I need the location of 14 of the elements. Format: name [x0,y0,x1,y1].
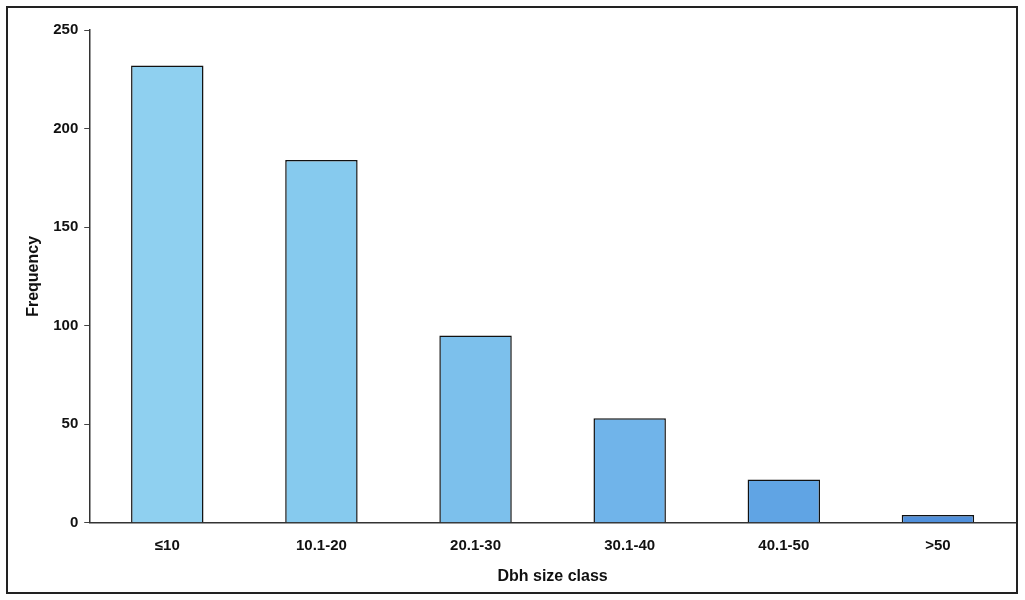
x-tick-label: >50 [925,535,951,553]
x-tick-label: 40.1-50 [758,535,810,553]
y-tick-label: 100 [53,315,79,333]
y-tick-label: 0 [69,512,79,530]
x-axis-title: Dbh size class [497,566,608,584]
y-axis-title: Frequency [24,235,42,317]
y-tick-label: 200 [53,118,79,136]
x-tick-label: 10.1-20 [295,535,347,553]
y-tick-label: 50 [61,414,79,432]
x-tick-label: 30.1-40 [604,535,656,553]
x-tick-label: ≤10 [154,535,180,553]
x-tick-label: 20.1-30 [450,535,501,553]
y-tick-label: 150 [53,217,79,235]
y-tick-label: 250 [53,20,79,38]
